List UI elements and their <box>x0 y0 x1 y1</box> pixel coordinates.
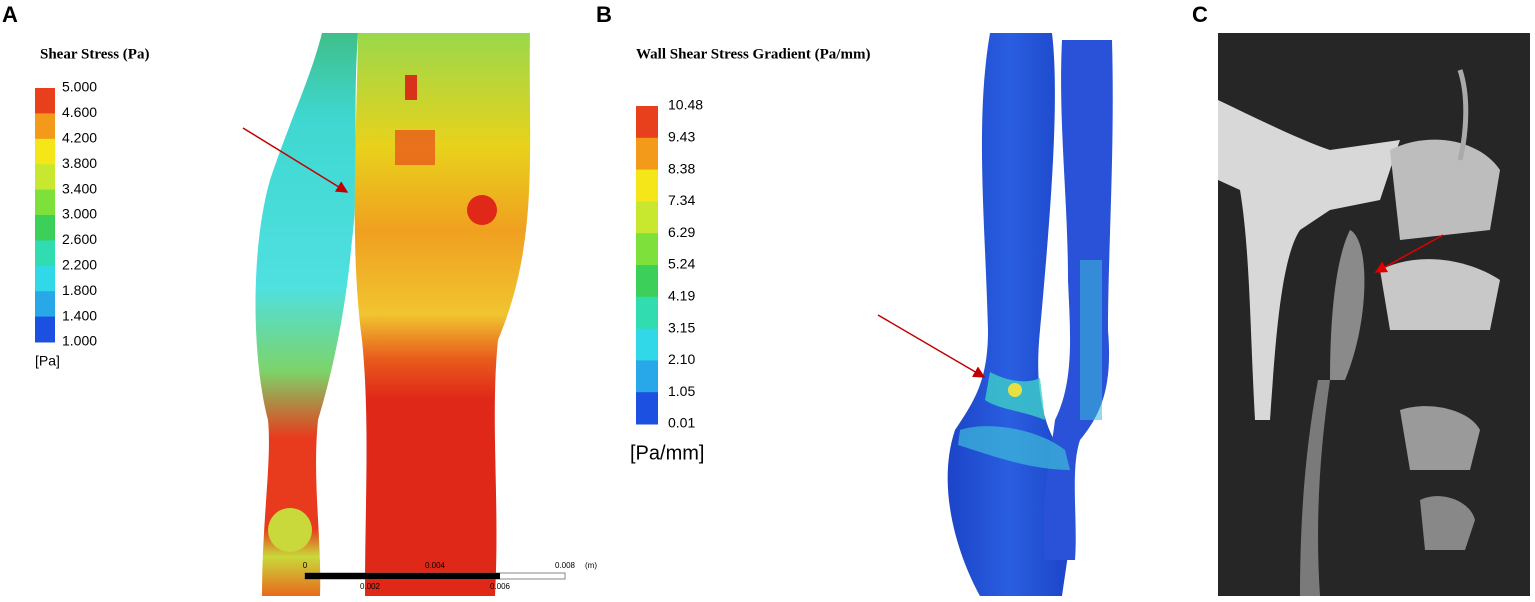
legend-title: Shear Stress (Pa) <box>40 46 149 62</box>
scale-label: 0.002 <box>360 582 381 591</box>
colorbar-tick-label: 3.800 <box>62 155 97 171</box>
panel-label: C <box>1192 2 1208 27</box>
colorbar-tick-label: 4.600 <box>62 104 97 120</box>
legend-unit: [Pa/mm] <box>630 442 704 464</box>
colorbar-band <box>35 88 55 114</box>
colorbar-tick-label: 5.000 <box>62 79 97 95</box>
scale-label: 0.004 <box>425 561 446 570</box>
colorbar-tick-label: 5.24 <box>668 256 695 272</box>
arrow <box>877 314 986 378</box>
colorbar-band <box>636 233 658 266</box>
colorbar-band <box>35 138 55 165</box>
colorbar-band <box>636 265 658 298</box>
colorbar-tick-label: 3.15 <box>668 319 695 335</box>
panel-label: A <box>2 2 18 27</box>
colorbar-tick-label: 3.000 <box>62 206 97 222</box>
colorbar-tick-label: 1.400 <box>62 307 97 323</box>
arrow <box>1374 234 1444 273</box>
colorbar-band <box>35 240 55 267</box>
panel-label: B <box>596 2 612 27</box>
colorbar-tick-label: 0.01 <box>668 415 695 431</box>
colorbar-tick-label: 2.600 <box>62 231 97 247</box>
colorbar-tick-label: 1.800 <box>62 282 97 298</box>
colorbar-tick-label: 4.19 <box>668 288 695 304</box>
panel-a-model <box>255 33 531 596</box>
panel-b-model <box>947 33 1113 596</box>
scale-label: 0.006 <box>490 582 511 591</box>
colorbar-band <box>636 328 658 361</box>
colorbar-tick-label: 1.05 <box>668 383 695 399</box>
colorbar-band <box>35 215 55 241</box>
legend-unit: [Pa] <box>35 353 60 369</box>
colorbar-band <box>35 164 55 191</box>
colorbar-band <box>636 392 658 425</box>
colorbar-band <box>35 265 55 292</box>
colorbar-band <box>636 296 658 330</box>
colorbar-tick-label: 6.29 <box>668 224 695 240</box>
scale-bar <box>304 572 566 580</box>
colorbar-band <box>35 189 55 216</box>
colorbar-tick-label: 2.10 <box>668 351 695 367</box>
scale-label: 0.008 <box>555 561 576 570</box>
colorbar-band <box>636 169 658 202</box>
colorbar-band <box>35 316 55 343</box>
colorbar-tick-label: 3.400 <box>62 180 97 196</box>
colorbar-tick-label: 2.200 <box>62 257 97 273</box>
colorbar-band <box>636 106 658 139</box>
colorbar-band <box>636 201 658 234</box>
colorbar-tick-label: 4.200 <box>62 130 97 146</box>
colorbar-band <box>35 291 55 318</box>
legend-title: Wall Shear Stress Gradient (Pa/mm) <box>636 46 870 62</box>
arrow <box>242 127 349 193</box>
scale-label: 0 <box>303 561 308 570</box>
colorbar-band <box>636 360 658 393</box>
colorbar-tick-label: 7.34 <box>668 192 695 208</box>
colorbar-tick-label: 10.48 <box>668 97 703 113</box>
colorbar-tick-label: 8.38 <box>668 160 695 176</box>
scale-label: (m) <box>585 561 597 570</box>
colorbar-band <box>35 113 55 140</box>
colorbar-tick-label: 9.43 <box>668 129 695 145</box>
colorbar-band <box>636 137 658 171</box>
colorbar-tick-label: 1.000 <box>62 333 97 349</box>
ct-image <box>1218 33 1530 596</box>
